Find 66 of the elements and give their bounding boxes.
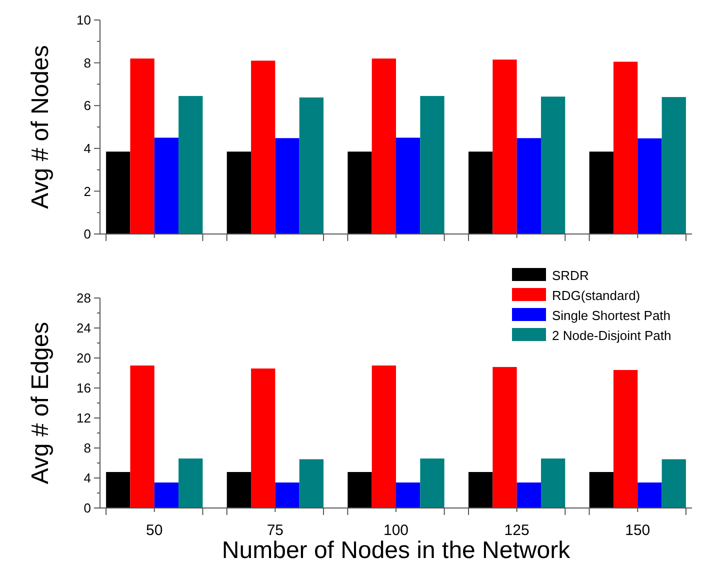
bar	[106, 152, 130, 234]
bar	[106, 472, 130, 508]
bar	[251, 60, 276, 234]
bar	[130, 58, 154, 234]
bar	[178, 96, 203, 234]
x-tick-label: 125	[504, 522, 530, 539]
x-tick-label: 150	[625, 522, 650, 539]
bar	[396, 482, 420, 508]
x-axis-title: Number of Nodes in the Network	[222, 537, 572, 564]
bar	[396, 138, 420, 234]
legend-label: SRDR	[552, 268, 589, 283]
bar	[226, 472, 252, 508]
y-tick-label: 10	[76, 12, 91, 28]
bar	[468, 472, 493, 508]
bar	[613, 370, 638, 508]
bar	[589, 152, 614, 234]
bar	[540, 458, 566, 508]
y-tick-label: 8	[84, 55, 91, 70]
bar	[299, 459, 324, 508]
bar	[516, 138, 541, 234]
y-tick-label: 24	[76, 320, 91, 336]
legend-label: RDG(standard)	[552, 288, 640, 303]
y-tick-label: 4	[84, 140, 91, 156]
bar	[275, 138, 300, 234]
bar	[299, 97, 324, 234]
bar	[130, 366, 154, 508]
x-tick-label: 100	[383, 522, 409, 539]
bar	[492, 60, 517, 234]
y-tick-label: 4	[84, 470, 91, 486]
bar	[492, 367, 517, 508]
bar	[662, 97, 686, 234]
bar	[348, 472, 372, 508]
legend-label: Single Shortest Path	[552, 308, 671, 323]
bar	[372, 366, 396, 508]
bar	[638, 138, 662, 234]
bar	[372, 58, 396, 234]
bar	[589, 472, 614, 508]
y-tick-label: 0	[84, 226, 91, 242]
x-tick-label: 75	[266, 522, 284, 539]
y-tick-label: 16	[76, 380, 91, 396]
bar	[348, 152, 372, 234]
bar	[154, 138, 179, 234]
x-tick-label: 50	[146, 522, 163, 539]
bar	[178, 458, 203, 508]
y-axis-title: Avg # of Edges	[27, 322, 54, 484]
y-tick-label: 8	[84, 440, 91, 456]
bar	[468, 152, 493, 234]
y-tick-label: 6	[84, 98, 91, 114]
bar	[251, 368, 276, 508]
y-axis-title: Avg # of Nodes	[27, 45, 54, 209]
bar	[226, 152, 252, 234]
bar	[613, 62, 638, 234]
y-tick-label: 0	[84, 500, 91, 516]
bar	[540, 96, 566, 234]
y-tick-label: 28	[76, 290, 91, 306]
bar	[275, 482, 300, 508]
bar	[662, 459, 686, 508]
legend-label: 2 Node-Disjoint Path	[552, 328, 672, 343]
bar	[638, 482, 662, 508]
y-tick-label: 12	[76, 410, 91, 426]
y-tick-label: 20	[76, 350, 91, 366]
bar	[420, 458, 444, 508]
bar	[420, 96, 444, 234]
bar	[516, 482, 541, 508]
y-tick-label: 2	[84, 184, 91, 199]
bar	[154, 482, 179, 508]
